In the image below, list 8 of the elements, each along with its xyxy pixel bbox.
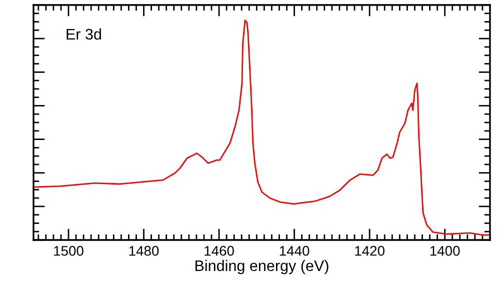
x-tick-label: 1400: [430, 246, 460, 256]
x-tick-label: 1500: [54, 246, 84, 256]
annotation: Er 3d: [66, 28, 101, 40]
x-tick-label: 1440: [280, 246, 310, 256]
x-tick-label: 1480: [129, 246, 159, 256]
x-tick-label: 1420: [355, 246, 384, 256]
x-axis-title: Binding energy (eV): [195, 260, 328, 274]
x-tick-label: 1460: [204, 246, 234, 256]
